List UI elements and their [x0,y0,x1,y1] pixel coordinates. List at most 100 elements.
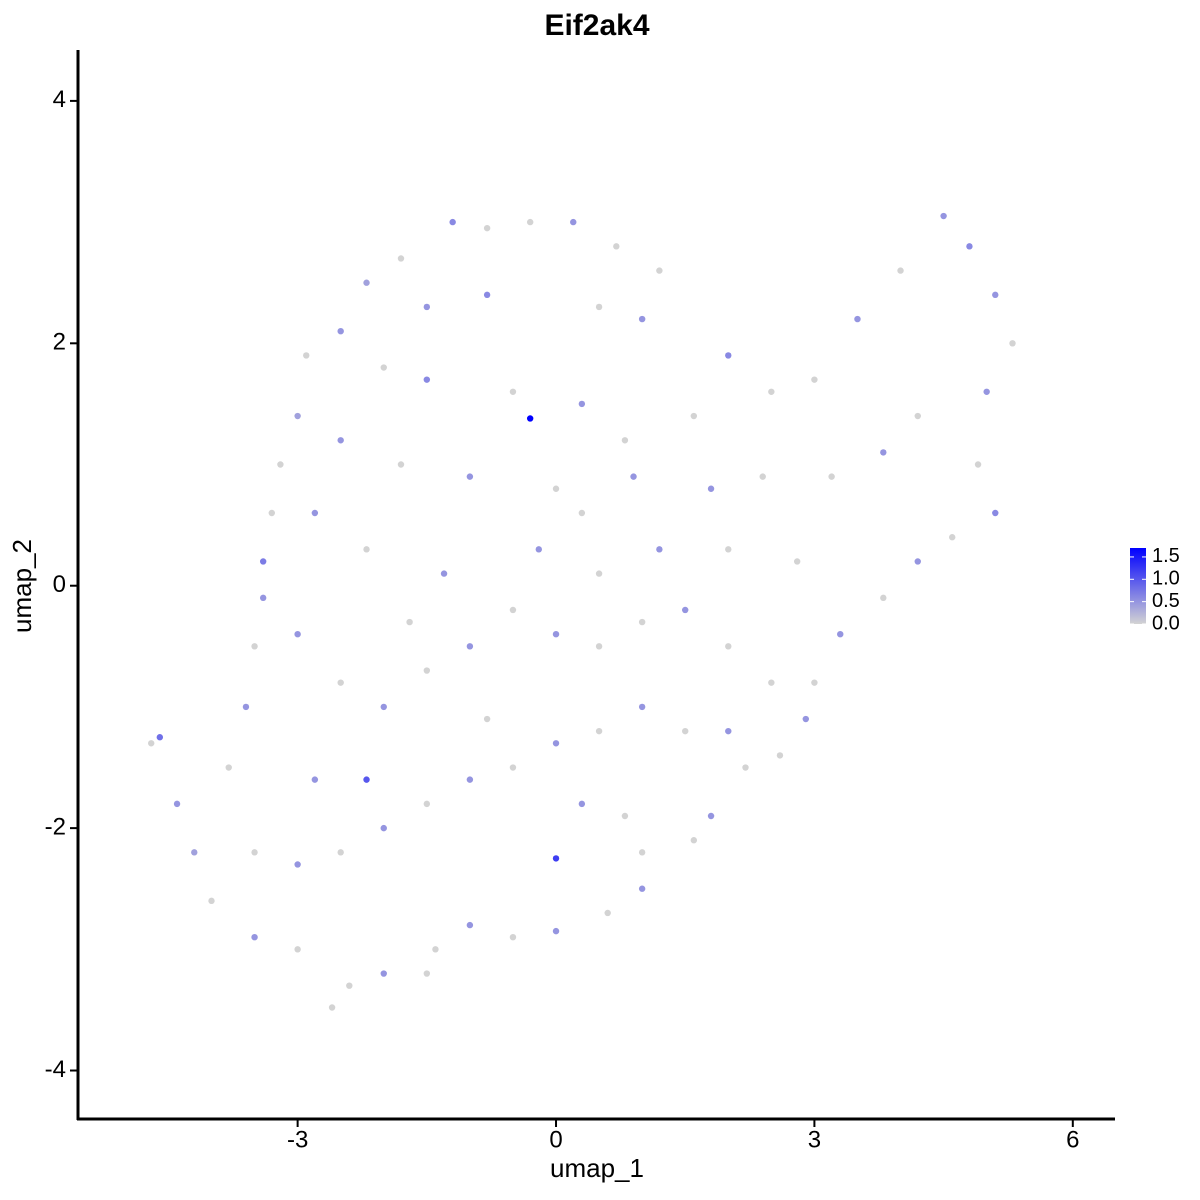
point [983,388,990,395]
point [897,267,904,274]
point [148,740,155,747]
point [251,643,258,650]
point [811,376,818,383]
color-tick-label: 1.5 [1152,545,1180,567]
point [406,618,413,626]
point [992,509,999,517]
point [363,776,370,783]
point [423,303,431,311]
point [707,812,715,820]
color-bar [1130,548,1146,624]
point [854,315,861,323]
x-tick-label: 3 [808,1126,821,1153]
point [949,534,956,541]
point [311,776,319,783]
point [966,243,973,250]
point [914,412,921,420]
point [638,315,646,323]
point [595,303,603,311]
point [294,630,301,638]
point [604,909,611,917]
point [656,546,663,553]
point [337,437,344,444]
point [552,855,560,862]
y-tick-label: 0 [53,571,66,598]
point [363,546,370,553]
point [940,212,947,220]
color-tick-label: 1.0 [1152,568,1180,590]
point [251,849,258,856]
point [682,727,689,735]
point [397,255,405,262]
point [328,1004,336,1011]
point [613,243,620,250]
point [526,415,534,422]
chart-title: Eif2ak4 [544,9,649,42]
y-tick-label: 2 [53,329,66,356]
point [725,352,732,359]
point [380,970,387,977]
point [638,618,646,626]
point [837,630,844,638]
point [690,412,698,420]
point [466,776,474,783]
point [423,376,431,383]
point [630,473,637,480]
point [483,224,491,232]
point [914,558,921,565]
point [208,897,215,905]
point [337,849,344,856]
point [552,740,560,747]
point [483,715,491,723]
point [294,412,301,420]
point [337,327,344,335]
x-tick-label: 0 [549,1126,562,1153]
point [725,727,732,735]
point [432,946,439,953]
point [440,570,448,577]
point [337,679,344,686]
point [992,291,999,299]
point [638,703,646,711]
point [707,485,715,492]
x-tick-label: 6 [1066,1126,1079,1153]
point [509,606,517,614]
point [880,594,887,602]
point [880,449,887,456]
point [466,473,474,480]
point [423,800,431,808]
point [294,861,301,868]
color-tick-label: 0.0 [1152,612,1180,634]
point [578,800,586,808]
point [380,364,387,371]
point [466,643,474,650]
point [759,473,766,480]
y-axis-label: umap_2 [7,539,37,633]
point [638,885,646,892]
y-tick-label: 4 [53,86,66,113]
point [225,764,232,771]
point [268,509,275,517]
point [552,630,560,638]
color-tick-label: 0.5 [1152,590,1180,612]
point [346,982,353,989]
point [423,970,431,977]
point [595,727,603,735]
point [621,812,629,820]
point [259,594,267,602]
point [1009,340,1016,347]
point [802,715,809,723]
point [552,485,560,492]
y-tick-label: -4 [45,1056,66,1083]
point [156,734,164,741]
point [294,946,301,953]
x-tick-label: -3 [287,1126,308,1153]
point [690,837,698,844]
point [768,679,775,686]
point [242,703,250,711]
point [191,849,198,856]
point [535,546,542,553]
point [974,461,982,468]
point [311,509,319,517]
